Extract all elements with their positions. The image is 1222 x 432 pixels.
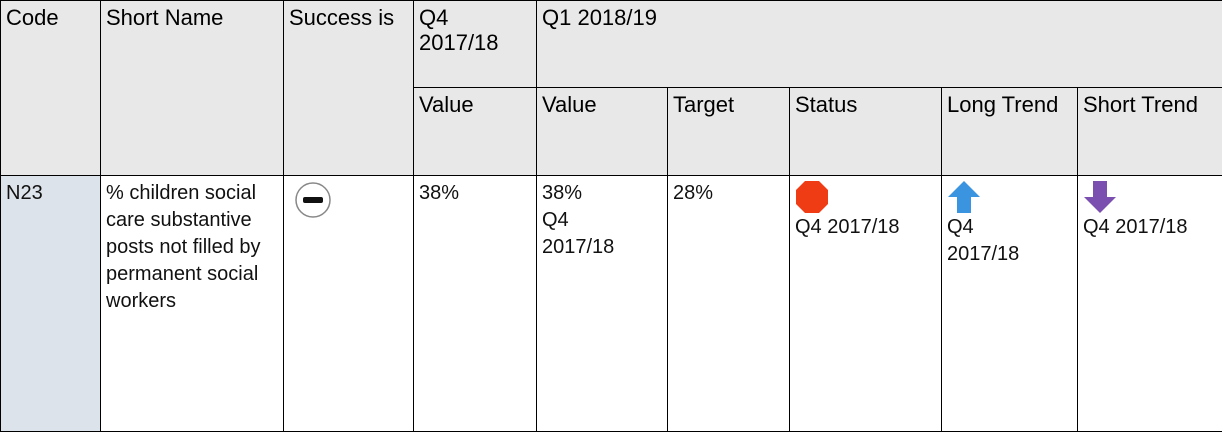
header-cell: Q1 2018/19 <box>535 0 1222 88</box>
success-cell <box>283 175 414 432</box>
period-text: Q4 2017/18 <box>542 209 615 258</box>
header-cell: Short Trend <box>1076 87 1222 176</box>
subheader-row: Value Value Target Status Long Trend Sho… <box>1 87 1222 176</box>
minus-icon <box>295 182 331 218</box>
target-cell: 28% <box>667 175 790 432</box>
header-cell: Status <box>789 87 942 176</box>
header-cell: Success is <box>283 0 414 176</box>
short-trend-period: Q4 2017/18 <box>1083 216 1188 238</box>
header-cell: Q4 2017/18 <box>413 0 537 88</box>
header-cell: Code <box>0 0 101 176</box>
status-icon <box>796 181 828 213</box>
short-trend-cell: Q4 2017/18 <box>1076 175 1222 432</box>
status-cell: Q4 2017/18 <box>789 175 942 432</box>
value-cell: 38% <box>413 175 537 432</box>
value-cell: 38% Q4 2017/18 <box>536 175 668 432</box>
header-row: Code Short Name Success is Q4 2017/18 Q1… <box>0 0 1222 176</box>
value-text: 38% <box>542 182 583 204</box>
code-cell: N23 <box>0 175 101 432</box>
long-trend-cell: Q4 2017/18 <box>941 175 1078 432</box>
name-cell: % children social care substantive posts… <box>100 175 284 432</box>
status-period: Q4 2017/18 <box>795 216 900 238</box>
down-arrow-icon <box>1084 181 1116 213</box>
header-cell: Long Trend <box>941 87 1078 176</box>
up-arrow-icon <box>948 181 980 213</box>
header-cell: Target <box>667 87 790 176</box>
header-cell: Value <box>536 87 668 176</box>
long-trend-period: Q4 2017/18 <box>947 216 1020 265</box>
header-cell: Value <box>413 87 537 176</box>
header-cell: Short Name <box>100 0 284 176</box>
data-row: N23 % children social care substantive p… <box>0 175 1222 432</box>
